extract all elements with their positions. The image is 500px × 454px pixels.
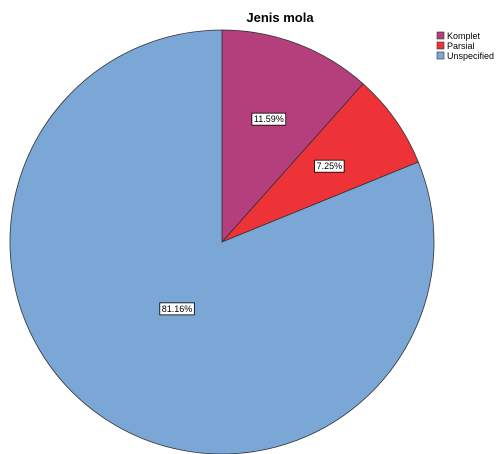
legend-label-parsial: Parsial bbox=[447, 41, 475, 51]
legend-swatch-parsial bbox=[436, 41, 445, 50]
slice-labels: 11.59% 7.25% 81.16% bbox=[159, 112, 345, 316]
legend-swatch-unspecified bbox=[436, 51, 445, 60]
slice-label-parsial: 7.25% bbox=[317, 161, 343, 171]
legend-label-komplet: Komplet bbox=[447, 31, 481, 41]
pie-slice-komplet bbox=[221, 29, 364, 244]
pie-slices bbox=[9, 29, 435, 454]
legend-swatch-komplet bbox=[436, 31, 445, 40]
slice-label-komplet: 11.59% bbox=[254, 114, 284, 124]
slice-label-box-komplet bbox=[251, 112, 287, 126]
pie-slice-unspecified bbox=[9, 29, 435, 454]
chart-title: Jenis mola bbox=[246, 10, 314, 25]
slice-label-unspecified: 81.16% bbox=[162, 304, 193, 314]
legend-label-unspecified: Unspecified bbox=[447, 51, 494, 61]
slice-label-box-unspecified bbox=[159, 302, 195, 316]
slice-label-box-parsial bbox=[314, 159, 345, 173]
